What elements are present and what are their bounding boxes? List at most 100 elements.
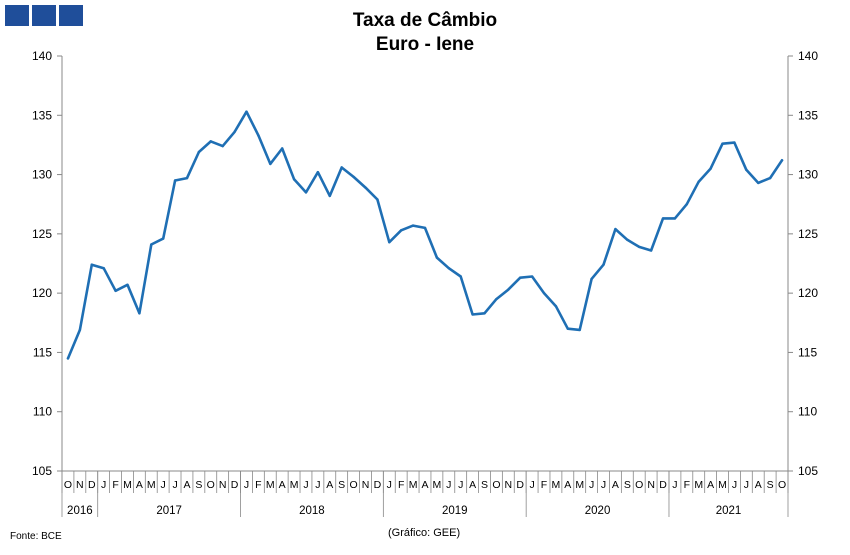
data-point [304, 191, 308, 194]
x-tick-label: M [433, 479, 442, 491]
data-point [280, 147, 284, 150]
x-tick-label: M [147, 479, 156, 491]
year-label: 2017 [156, 505, 182, 517]
data-point [221, 144, 224, 148]
chart-subtitle: Euro - Iene [375, 34, 475, 55]
x-tick-label: F [112, 479, 118, 491]
x-tick-label: J [101, 479, 106, 491]
data-point [399, 229, 403, 232]
data-point [292, 178, 296, 181]
x-tick-label: M [290, 479, 299, 491]
x-tick-label: J [744, 479, 749, 491]
data-point [150, 243, 153, 246]
x-tick-label: N [505, 479, 513, 491]
data-point [709, 167, 712, 170]
y-tick-label-left: 130 [32, 168, 52, 182]
x-tick-label: F [255, 479, 261, 491]
data-point [626, 238, 629, 241]
data-point [495, 297, 498, 301]
x-tick-label: D [659, 479, 667, 491]
data-point [638, 245, 641, 249]
data-point [483, 312, 486, 315]
data-point [519, 276, 522, 279]
data-point [173, 179, 177, 182]
data-point [209, 140, 212, 143]
y-tick-label-right: 130 [798, 168, 818, 182]
logo-square [5, 5, 29, 26]
series-line [66, 110, 784, 360]
x-tick-label: S [481, 479, 488, 491]
y-tick-label-left: 105 [32, 464, 52, 478]
x-tick-label: M [718, 479, 727, 491]
x-tick-label: O [350, 479, 358, 491]
data-point [757, 181, 760, 185]
data-point [721, 142, 724, 145]
y-tick-label-right: 135 [798, 108, 818, 122]
data-point [590, 277, 593, 281]
x-tick-label: O [207, 479, 215, 491]
x-tick-label: A [183, 479, 190, 491]
year-label: 2016 [67, 505, 93, 517]
y-tick-label-left: 110 [33, 405, 52, 419]
y-tick-label-right: 115 [798, 345, 817, 359]
chart-credit: (Gráfico: GEE) [388, 527, 461, 539]
data-point [685, 203, 689, 206]
data-point [554, 304, 558, 308]
x-tick-label: N [219, 479, 227, 491]
x-tick-label: J [672, 479, 677, 491]
data-point [269, 162, 272, 166]
x-tick-label: J [244, 479, 249, 491]
x-tick-label: J [172, 479, 177, 491]
x-tick-label: M [409, 479, 418, 491]
x-tick-label: O [778, 479, 786, 491]
data-point [530, 275, 534, 278]
x-tick-label: D [88, 479, 96, 491]
data-point [102, 267, 105, 270]
x-tick-label: A [136, 479, 143, 491]
data-point [352, 175, 355, 179]
y-tick-label-left: 125 [32, 227, 52, 241]
data-point [435, 256, 439, 259]
data-point [745, 168, 748, 172]
data-point [114, 289, 117, 292]
x-tick-label: N [362, 479, 370, 491]
logo-square [32, 5, 56, 26]
year-label: 2020 [585, 505, 611, 517]
data-point [661, 217, 665, 220]
x-tick-label: A [564, 479, 571, 491]
y-tick-label-right: 140 [798, 49, 818, 63]
data-point [459, 275, 462, 278]
x-tick-label: D [516, 479, 524, 491]
y-tick-label-right: 105 [798, 464, 818, 478]
logo-square [59, 5, 83, 26]
data-point [257, 134, 260, 137]
data-point [90, 263, 93, 266]
x-tick-label: O [492, 479, 500, 491]
x-tick-label: S [338, 479, 345, 491]
x-tick-label: J [732, 479, 737, 491]
data-point [649, 249, 653, 252]
x-tick-label: O [64, 479, 72, 491]
data-point [733, 141, 736, 144]
data-point [602, 263, 605, 266]
x-tick-label: M [575, 479, 584, 491]
x-tick-label: J [161, 479, 166, 491]
x-tick-label: A [612, 479, 619, 491]
data-point [340, 166, 343, 169]
year-label: 2021 [716, 505, 742, 517]
x-tick-label: A [755, 479, 762, 491]
x-tick-label: N [647, 479, 655, 491]
data-point [780, 159, 784, 162]
x-tick-label: M [694, 479, 703, 491]
year-label: 2019 [442, 505, 468, 517]
y-tick-label-right: 120 [798, 286, 818, 300]
y-tick-label-left: 140 [32, 49, 52, 63]
x-tick-label: M [266, 479, 275, 491]
data-point [364, 186, 367, 189]
data-point [423, 226, 427, 230]
data-point [673, 217, 677, 220]
y-tick-label-left: 115 [33, 345, 52, 359]
data-point [614, 227, 617, 231]
x-tick-label: F [684, 479, 690, 491]
data-point [447, 267, 451, 270]
